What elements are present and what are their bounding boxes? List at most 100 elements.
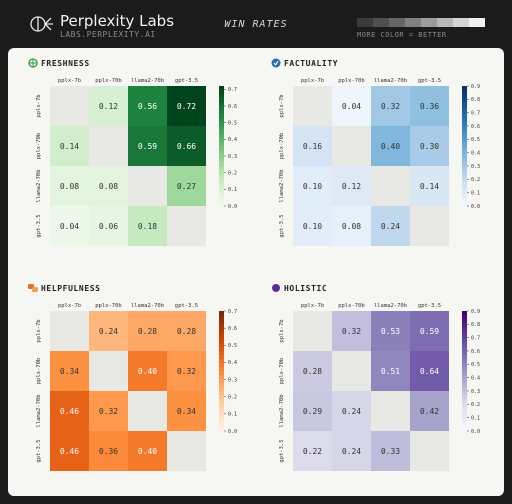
colorbar-segment: [219, 351, 224, 356]
heatmap-cell: [371, 126, 410, 166]
colorbar-segment: [219, 375, 224, 380]
cell-value-label: 0.40: [381, 142, 400, 151]
heatmap-cell: [371, 311, 410, 351]
cell-value-label: 0.46: [60, 407, 79, 416]
colorbar-segment: [219, 182, 224, 187]
row-label: pplx-70b: [36, 358, 42, 385]
colorbar-segment: [462, 118, 467, 123]
row-label: llama2-70b: [279, 169, 285, 202]
cell-value-label: 0.04: [60, 222, 79, 231]
heatmap-grid: FRESHNESS pplx-7b pplx-70b llama2-70b gpt-3.…: [28, 58, 480, 471]
colorbar-segment: [219, 102, 224, 107]
heatmap-cell: [332, 86, 371, 126]
heatmap-cell: [410, 126, 449, 166]
scale-swatch: [469, 18, 485, 27]
heatmap-cell: [89, 351, 128, 391]
colorbar-segment: [219, 427, 224, 432]
heatmap-cell: [89, 206, 128, 246]
cell-value-label: 0.64: [420, 367, 439, 376]
colorbar-segment: [219, 106, 224, 111]
heatmap-cell: [410, 351, 449, 391]
column-label: pplx-70b: [338, 303, 365, 309]
heatmap-factuality: FACTUALITY pplx-7b pplx-70b llama2-70b gpt-3…: [271, 58, 480, 246]
colorbar-segment: [462, 327, 467, 332]
heatmap-cell: [293, 391, 332, 431]
cell-value-label: 0.29: [303, 407, 322, 416]
column-label: pplx-70b: [95, 78, 122, 84]
colorbar-segment: [462, 387, 467, 392]
colorbar-tick-label: 0.5: [228, 120, 237, 126]
heatmap-cell: [50, 311, 89, 351]
cell-value-label: 0.10: [303, 182, 322, 191]
colorbar-segment: [462, 339, 467, 344]
colorbar-segment: [462, 134, 467, 139]
colorbar-segment: [219, 94, 224, 99]
colorbar-segment: [462, 359, 467, 364]
cell-value-label: 0.34: [60, 367, 79, 376]
colorbar-segment: [462, 343, 467, 348]
colorbar-segment: [462, 419, 467, 424]
colorbar-tick-label: 0.4: [471, 150, 480, 156]
cell-value-label: 0.40: [138, 447, 157, 456]
column-label: llama2-70b: [131, 78, 164, 84]
colorbar-segment: [462, 198, 467, 203]
row-label: pplx-7b: [36, 319, 42, 342]
colorbar-segment: [219, 355, 224, 360]
colorbar-segment: [462, 150, 467, 155]
chart-title: FRESHNESS: [41, 59, 90, 68]
cell-value-label: 0.40: [138, 367, 157, 376]
colorbar-tick-label: 0.1: [471, 415, 480, 421]
heatmap-cell: [50, 166, 89, 206]
cell-value-label: 0.28: [177, 327, 196, 336]
colorbar-segment: [462, 331, 467, 336]
heatmap-cell: [50, 126, 89, 166]
color-scale-bar: [357, 18, 485, 27]
colorbar-segment: [462, 391, 467, 396]
colorbar-segment: [462, 415, 467, 420]
colorbar-segment: [219, 98, 224, 103]
colorbar-segment: [462, 110, 467, 115]
brand-url[interactable]: LABS.PERPLEXITY.AI: [60, 30, 156, 39]
colorbar-tick-label: 0.2: [228, 170, 237, 176]
colorbar-tick-label: 0.2: [228, 395, 237, 401]
cell-value-label: 0.42: [420, 407, 439, 416]
heatmap-cell: [410, 206, 449, 246]
heatmap-cell: [371, 351, 410, 391]
colorbar-segment: [219, 166, 224, 171]
colorbar-segment: [462, 170, 467, 175]
cell-value-label: 0.14: [420, 182, 439, 191]
row-label: gpt-3.5: [36, 214, 42, 237]
heatmap-cell: [332, 431, 371, 471]
heatmap-cell: [128, 126, 167, 166]
colorbar-tick-label: 0.8: [471, 322, 480, 328]
colorbar-tick-label: 0.5: [228, 343, 237, 349]
row-label: llama2-70b: [279, 394, 285, 427]
column-label: gpt-3.5: [175, 303, 198, 309]
scale-swatch: [405, 18, 421, 27]
cell-value-label: 0.08: [342, 222, 361, 231]
header: Perplexity Labs LABS.PERPLEXITY.AI WIN R…: [0, 0, 512, 48]
heatmap-cell: [293, 206, 332, 246]
colorbar-tick-label: 0.7: [471, 110, 480, 116]
cell-value-label: 0.28: [303, 367, 322, 376]
colorbar-segment: [219, 142, 224, 147]
heatmap-cell: [371, 431, 410, 471]
colorbar-segment: [462, 383, 467, 388]
colorbar-tick-label: 0.4: [228, 137, 237, 143]
cell-value-label: 0.36: [420, 102, 439, 111]
colorbar-segment: [462, 311, 467, 316]
colorbar-segment: [219, 391, 224, 396]
heatmap-cell: [371, 166, 410, 206]
colorbar-segment: [219, 359, 224, 364]
colorbar-segment: [462, 371, 467, 376]
colorbar-segment: [219, 146, 224, 151]
colorbar-segment: [462, 186, 467, 191]
colorbar-segment: [462, 411, 467, 416]
colorbar-segment: [219, 130, 224, 135]
heatmap-cell: [293, 126, 332, 166]
cell-value-label: 0.24: [99, 327, 118, 336]
colorbar-segment: [462, 363, 467, 368]
heatmap-cell: [89, 391, 128, 431]
brand-name: Perplexity Labs: [60, 12, 175, 30]
cell-value-label: 0.33: [381, 447, 400, 456]
